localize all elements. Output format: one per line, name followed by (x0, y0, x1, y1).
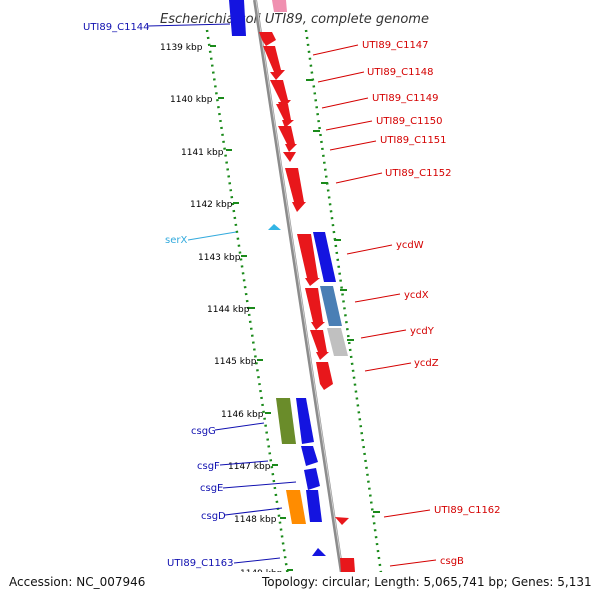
gene-orange-csgD (286, 490, 306, 524)
gene-blue-csgF (301, 446, 318, 466)
kbp-label: 1145 kbp (214, 357, 257, 367)
gene-label: ycdX (404, 290, 429, 301)
gene-label: csgG (191, 426, 216, 437)
gene-pink (272, 0, 287, 12)
gene-label: csgB (440, 556, 464, 567)
gene-label: csgE (200, 483, 223, 494)
kbp-label: 1139 kbp (160, 43, 203, 53)
gene-label: serX (165, 235, 187, 246)
kbp-label: 1140 kbp (170, 95, 213, 105)
gene-steelblue-2 (320, 286, 342, 326)
reverse-genes (229, 0, 326, 556)
gene-utI89-c1147 (259, 32, 276, 46)
gene-label: UTI89_C1144 (83, 22, 150, 33)
genome-summary-text: Topology: circular; Length: 5,065,741 bp… (261, 575, 592, 589)
gene-ycdy (310, 330, 329, 360)
gene-blue-csgE (304, 468, 320, 490)
gene-ycdx (305, 288, 325, 330)
gene-label: ycdY (410, 326, 435, 337)
gene-label: UTI89_C1149 (372, 93, 439, 104)
gene-label: ycdZ (414, 358, 439, 369)
gene-label: csgD (201, 511, 226, 522)
outer-tick-tracks (205, 29, 384, 591)
map-title: Escherichia coli UTI89, complete genome (160, 12, 429, 27)
gene-utI89-c1151 (278, 126, 297, 152)
gene-label: UTI89_C1152 (385, 168, 452, 179)
kbp-labels: 1139 kbp 1140 kbp 1141 kbp 1142 kbp 1143… (160, 43, 283, 579)
kbp-label: 1142 kbp (190, 200, 233, 210)
gene-label: UTI89_C1147 (362, 40, 429, 51)
kbp-label: 1147 kbp (228, 462, 271, 472)
gene-utI89-c1148 (263, 46, 285, 80)
left-gene-labels: UTI89_C1144 serX csgG csgF csgE csgD UTI… (83, 22, 297, 569)
gene-blue-csgG (296, 398, 314, 444)
gene-blue-csgD (306, 490, 322, 522)
gene-small-red (283, 152, 296, 162)
gene-label: UTI89_C1162 (434, 505, 501, 516)
forward-genes (259, 0, 357, 600)
genome-backbone (253, 0, 348, 600)
kbp-label: 1148 kbp (234, 515, 277, 525)
gene-utI89-c1149 (270, 80, 291, 110)
gene-label: UTI89_C1150 (376, 116, 443, 127)
kbp-label: 1143 kbp (198, 253, 241, 263)
gene-label: csgF (197, 461, 220, 472)
footer-background (0, 572, 600, 600)
gene-label: UTI89_C1148 (367, 67, 434, 78)
gene-olive (276, 398, 296, 444)
gene-red-right (335, 517, 349, 525)
kbp-label: 1141 kbp (181, 148, 224, 158)
kbp-label: 1146 kbp (221, 410, 264, 420)
gene-label: UTI89_C1163 (167, 558, 234, 569)
gene-label: ycdW (396, 240, 424, 251)
kbp-label: 1144 kbp (207, 305, 250, 315)
gene-steelblue-1 (313, 232, 336, 282)
gene-utI89-c1150 (276, 104, 294, 128)
gene-blue-small (312, 548, 326, 556)
trna-serx (268, 224, 281, 230)
kbp-tick-marks (210, 45, 293, 571)
right-gene-labels: UTI89_C1147 UTI89_C1148 UTI89_C1149 UTI8… (312, 40, 501, 567)
gene-gray (327, 328, 348, 356)
gene-ycdw (297, 234, 320, 286)
accession-text: Accession: NC_007946 (9, 575, 145, 589)
gene-ycdz (316, 362, 333, 390)
right-track-marks (306, 79, 380, 513)
gene-utI89-c1144 (229, 0, 246, 36)
gene-label: UTI89_C1151 (380, 135, 447, 146)
gene-utI89-c1152 (285, 168, 306, 212)
